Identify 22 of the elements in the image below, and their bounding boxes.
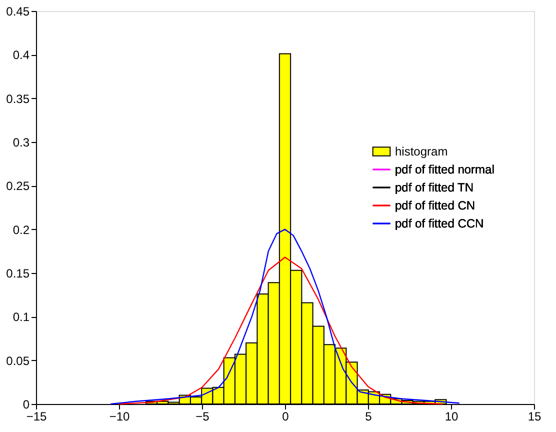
y-tick-label: 0.4 (12, 48, 30, 62)
legend-label: pdf of fitted normal (395, 162, 494, 176)
y-tick-label: 0.25 (6, 179, 30, 194)
x-tick-label: −15 (26, 410, 47, 424)
y-tick-label: 0.35 (6, 92, 30, 106)
y-tick-label: 0.1 (12, 310, 30, 324)
legend-label: pdf of fitted CCN (395, 216, 484, 230)
x-tick-label: −10 (109, 410, 130, 424)
legend-label: histogram (395, 144, 448, 158)
legend-label: pdf of fitted TN (395, 180, 474, 194)
y-tick-label: 0 (22, 398, 30, 412)
y-tick-label: 0.05 (6, 354, 30, 368)
x-tick-label: −5 (196, 410, 210, 424)
legend-label: pdf of fitted CN (395, 198, 476, 212)
y-tick-label: 0.15 (6, 266, 30, 280)
x-tick-label: 5 (365, 410, 372, 424)
y-tick-label: 0.45 (6, 4, 30, 18)
y-tick-label: 0.3 (12, 136, 30, 150)
x-tick-label: 0 (282, 410, 290, 424)
x-tick-label: 15 (528, 410, 542, 424)
x-tick-label: 10 (444, 410, 458, 424)
y-tick-label: 0.2 (12, 222, 30, 237)
